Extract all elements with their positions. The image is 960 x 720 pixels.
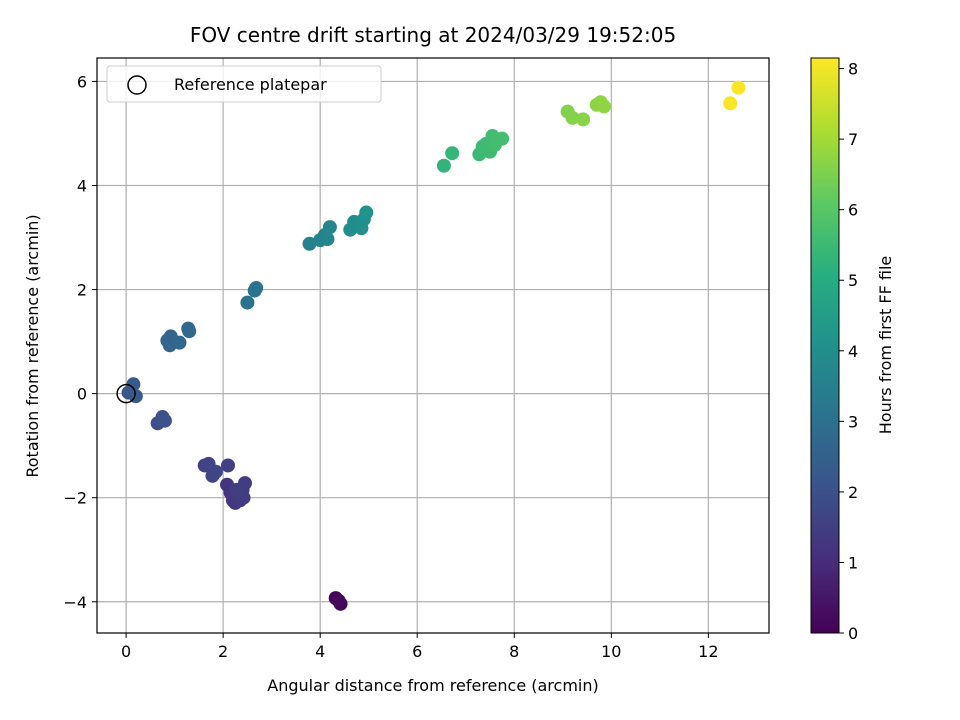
scatter-point bbox=[597, 99, 612, 114]
scatter-point bbox=[723, 96, 738, 111]
scatter-point bbox=[240, 295, 255, 310]
reference-platepar-marker bbox=[116, 383, 136, 404]
colorbar-tick-label: 3 bbox=[848, 412, 858, 431]
legend-open-circle-icon bbox=[127, 75, 147, 95]
scatter-point bbox=[445, 146, 460, 161]
x-tick-label: 2 bbox=[218, 642, 228, 661]
colorbar-ticks: 0 1 2 3 4 5 6 7 8 bbox=[839, 60, 858, 643]
y-tick-label: 2 bbox=[77, 281, 87, 300]
scatter-point bbox=[331, 593, 346, 608]
scatter-point bbox=[495, 131, 510, 146]
legend-box bbox=[106, 65, 382, 103]
scatter-point bbox=[172, 335, 187, 350]
colorbar-tick-label: 5 bbox=[848, 271, 858, 290]
colorbar-gradient bbox=[810, 57, 840, 634]
y-tick-label: −2 bbox=[63, 489, 87, 508]
colorbar-tick-label: 0 bbox=[848, 624, 858, 643]
scatter-point bbox=[229, 482, 244, 497]
scatter-point bbox=[249, 281, 264, 295]
scatter-point bbox=[731, 80, 746, 95]
colorbar-tick-label: 8 bbox=[848, 60, 858, 79]
x-tick-label: 4 bbox=[315, 642, 325, 661]
scatter-points bbox=[121, 80, 746, 611]
scatter-point bbox=[221, 458, 236, 473]
x-axis-label: Angular distance from reference (arcmin) bbox=[267, 676, 598, 695]
y-tick-label: 4 bbox=[77, 176, 87, 195]
plot-frame bbox=[96, 57, 770, 634]
colorbar-label: Hours from first FF file bbox=[876, 256, 895, 435]
y-tick-label: 0 bbox=[77, 385, 87, 404]
scatter-point bbox=[208, 464, 223, 479]
x-tick-label: 12 bbox=[698, 642, 718, 661]
chart-title: FOV centre drift starting at 2024/03/29 … bbox=[190, 23, 676, 47]
scatter-point bbox=[436, 158, 451, 173]
scatter-point bbox=[181, 321, 196, 336]
scatter-point bbox=[157, 413, 172, 428]
y-axis-label: Rotation from reference (arcmin) bbox=[23, 214, 42, 477]
scatter-point bbox=[320, 232, 335, 247]
scatter-point bbox=[322, 220, 337, 235]
scatter-point bbox=[359, 205, 374, 220]
legend: Reference platepar bbox=[106, 65, 382, 103]
scatter-point bbox=[576, 112, 591, 127]
x-tick-label: 10 bbox=[601, 642, 621, 661]
legend-label: Reference platepar bbox=[174, 75, 327, 94]
scatter-point bbox=[126, 377, 141, 392]
x-tick-label: 0 bbox=[121, 642, 131, 661]
colorbar: 0 1 2 3 4 5 6 7 8 Hours from first FF file bbox=[810, 57, 895, 643]
grid-lines bbox=[97, 58, 769, 633]
y-tick-label: 6 bbox=[77, 72, 87, 91]
y-tick-label: −4 bbox=[63, 593, 87, 612]
y-axis-ticks: −4 −2 0 2 4 6 bbox=[63, 72, 97, 612]
colorbar-tick-label: 6 bbox=[848, 201, 858, 220]
scatter-point bbox=[302, 236, 317, 251]
colorbar-tick-label: 1 bbox=[848, 553, 858, 572]
colorbar-tick-label: 2 bbox=[848, 483, 858, 502]
scatter-point bbox=[565, 110, 580, 125]
x-axis-ticks: 0 2 4 6 8 10 12 bbox=[121, 633, 719, 661]
colorbar-tick-label: 4 bbox=[848, 342, 858, 361]
x-tick-label: 8 bbox=[509, 642, 519, 661]
colorbar-tick-label: 7 bbox=[848, 130, 858, 149]
x-tick-label: 6 bbox=[412, 642, 422, 661]
